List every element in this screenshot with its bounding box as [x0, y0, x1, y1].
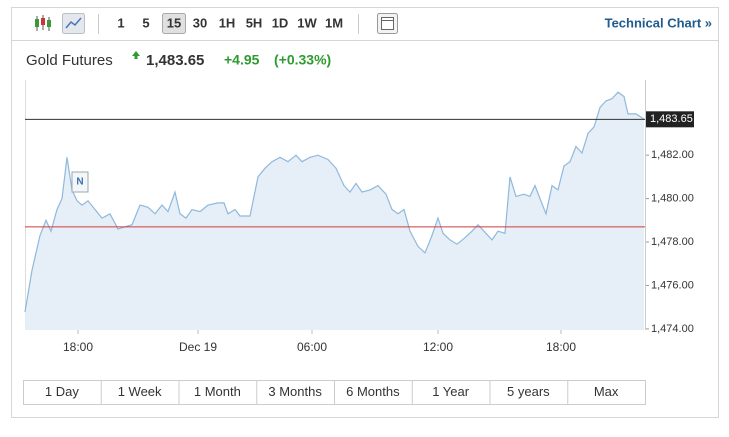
last-price: 1,483.65 [146, 52, 204, 69]
interval-button[interactable]: 1D [272, 15, 289, 30]
area-fill [25, 92, 644, 330]
range-button[interactable]: 1 Year [432, 384, 470, 399]
range-button[interactable]: 1 Day [45, 384, 79, 399]
up-arrow [132, 51, 140, 56]
current-price-label: 1,483.65 [650, 113, 693, 125]
price-change-percent: (+0.33%) [274, 52, 331, 68]
area-icon-line [65, 17, 82, 29]
interval-button[interactable]: 1H [219, 15, 236, 30]
instrument-name: Gold Futures [26, 52, 113, 69]
news-flag-label: N [76, 177, 83, 188]
interval-selected [162, 13, 186, 34]
range-button[interactable]: 6 Months [346, 384, 400, 399]
interval-button[interactable]: 5H [246, 15, 263, 30]
interval-button[interactable]: 5 [142, 15, 149, 30]
interval-button[interactable]: 1M [325, 15, 343, 30]
y-tick-label: 1,474.00 [651, 323, 694, 335]
x-tick-label: 12:00 [423, 340, 453, 354]
range-button[interactable]: Max [594, 384, 619, 399]
y-tick-label: 1,482.00 [651, 149, 694, 161]
interval-button[interactable]: 1W [297, 15, 317, 30]
range-button[interactable]: 3 Months [268, 384, 322, 399]
x-tick-label: 06:00 [297, 340, 327, 354]
x-tick-label: 18:00 [546, 340, 576, 354]
technical-chart-link[interactable]: Technical Chart » [605, 15, 712, 30]
interval-button[interactable]: 1 [117, 15, 124, 30]
candle-icon[interactable] [35, 15, 51, 31]
price-change: +4.95 [224, 52, 260, 68]
range-button[interactable]: 1 Month [194, 384, 241, 399]
y-tick-label: 1,480.00 [651, 192, 694, 204]
y-tick-label: 1,476.00 [651, 279, 694, 291]
range-button[interactable]: 5 years [507, 384, 550, 399]
x-tick-label: Dec 19 [179, 340, 217, 354]
interval-button[interactable]: 15 [167, 15, 181, 30]
settings-icon-inner [381, 17, 394, 30]
news-flag[interactable] [71, 171, 89, 193]
range-button[interactable]: 1 Week [118, 384, 162, 399]
current-price-box [646, 111, 694, 128]
price-line [24, 91, 645, 313]
up-arrow-stem [134, 56, 138, 59]
y-tick-label: 1,478.00 [651, 236, 694, 248]
x-tick-label: 18:00 [63, 340, 93, 354]
interval-button[interactable]: 30 [193, 15, 207, 30]
